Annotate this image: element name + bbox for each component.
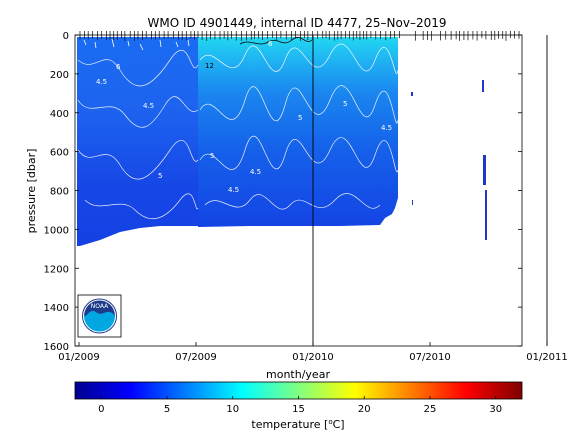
x-tick-label: 01/2009 — [58, 352, 100, 363]
contour-label-group: 6 4.5 5 4.5 5 4.5 5 5 4.5 4.5 6 12 — [96, 40, 392, 194]
y-tick-label: 1400 — [44, 303, 69, 314]
y-tick-label: 400 — [50, 109, 69, 120]
contour-label: 5 — [298, 114, 302, 122]
y-axis-label: pressure [dbar] — [25, 149, 38, 234]
contour-label: 4.5 — [143, 102, 154, 110]
x-tick-label: 01/2011 — [526, 352, 568, 363]
colorbar-tick-label: 0 — [98, 404, 104, 415]
contour-label: 6 — [268, 40, 273, 48]
y-tick-label: 800 — [50, 187, 69, 198]
surface-noise — [83, 38, 190, 51]
contour-label: 5 — [158, 172, 162, 180]
colorbar-degree: o — [328, 418, 332, 426]
colorbar-tick-label: 20 — [358, 404, 371, 415]
year-marker-lines — [312, 35, 548, 346]
contour-lines — [77, 43, 399, 220]
colorbar-ticks: 0 5 10 15 20 25 30 — [98, 396, 502, 415]
colorbar-label: temperature [oC] — [251, 418, 344, 431]
y-axis: 0 200 400 600 800 1000 1200 1400 1600 — [44, 31, 522, 353]
colorbar-tick-label: 25 — [424, 404, 437, 415]
contour-label: 4.5 — [381, 124, 392, 132]
warm-surface-contour — [239, 37, 313, 45]
contour-label: 5 — [343, 100, 347, 108]
contour-label: 4.5 — [96, 78, 107, 86]
y-tick-label: 1200 — [44, 264, 69, 275]
contour-label: 5 — [210, 152, 214, 160]
y-tick-label: 600 — [50, 148, 69, 159]
colorbar-tick-label: 10 — [226, 404, 239, 415]
contour-label: 6 — [116, 63, 121, 71]
colorbar-tick-label: 15 — [292, 404, 305, 415]
data-streaks-2012 — [411, 80, 487, 240]
noaa-logo: NOAA — [77, 294, 122, 338]
chart-title: WMO ID 4901449, internal ID 4477, 25–Nov… — [148, 16, 447, 30]
x-tick-label: 07/2010 — [409, 352, 451, 363]
x-tick-label: 07/2009 — [175, 352, 217, 363]
x-axis-label: month/year — [266, 368, 330, 381]
y-tick-label: 0 — [63, 31, 69, 42]
colorbar-tick-label: 5 — [164, 404, 170, 415]
contour-label: 12 — [205, 62, 214, 70]
noaa-logo-text: NOAA — [91, 303, 109, 310]
contour-label: 4.5 — [250, 168, 261, 176]
colorbar-label-main: temperature [ — [251, 418, 328, 431]
plot-data — [77, 37, 487, 246]
data-region-2009 — [77, 37, 198, 246]
colorbar-tick-label: 30 — [489, 404, 502, 415]
x-axis: 01/200907/200901/201007/201001/201107/20… — [58, 342, 568, 363]
x-tick-label: 01/2010 — [292, 352, 334, 363]
data-region-2010 — [198, 37, 398, 227]
contour-label: 4.5 — [228, 186, 239, 194]
y-tick-label: 200 — [50, 70, 69, 81]
colorbar-label-unit: C] — [333, 418, 345, 431]
y-tick-label: 1600 — [44, 342, 69, 353]
y-tick-label: 1000 — [44, 225, 69, 236]
